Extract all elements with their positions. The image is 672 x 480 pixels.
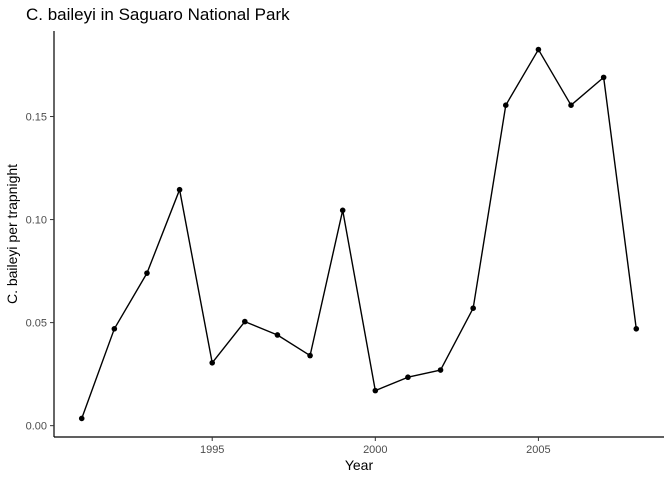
data-point	[274, 332, 281, 338]
data-point	[78, 415, 85, 422]
data-point	[502, 102, 509, 108]
x-tick-label: 2005	[526, 444, 550, 456]
data-point	[339, 207, 346, 214]
y-tick-label: 0.10	[26, 215, 47, 227]
y-tick-label: 0.15	[26, 112, 47, 124]
data-point	[437, 367, 444, 373]
data-point	[307, 352, 313, 359]
data-point	[470, 305, 476, 311]
data-point	[405, 374, 411, 381]
x-axis-title: Year	[345, 457, 374, 473]
data-point	[600, 74, 607, 81]
x-tick-label: 2000	[363, 444, 387, 456]
plot-area	[78, 46, 640, 422]
data-point	[242, 318, 248, 325]
chart-title: C. baileyi in Saguaro National Park	[26, 5, 290, 24]
data-point	[372, 387, 379, 394]
data-point	[568, 102, 574, 108]
x-tick-label: 1995	[200, 444, 224, 456]
y-tick-label: 0.05	[26, 318, 47, 330]
x-axis-ticks: 1995 2000 2005	[200, 437, 551, 456]
data-point	[535, 46, 542, 53]
data-point	[176, 186, 183, 193]
y-axis-title: C. baileyi per trapnight	[4, 164, 20, 304]
y-tick-label: 0.00	[26, 421, 47, 433]
data-point	[209, 360, 216, 366]
data-point	[111, 326, 118, 332]
y-axis-ticks: 0.00 0.05 0.10 0.15	[26, 112, 54, 433]
data-point	[633, 326, 640, 332]
series-line	[81, 48, 637, 419]
data-point	[144, 270, 150, 276]
